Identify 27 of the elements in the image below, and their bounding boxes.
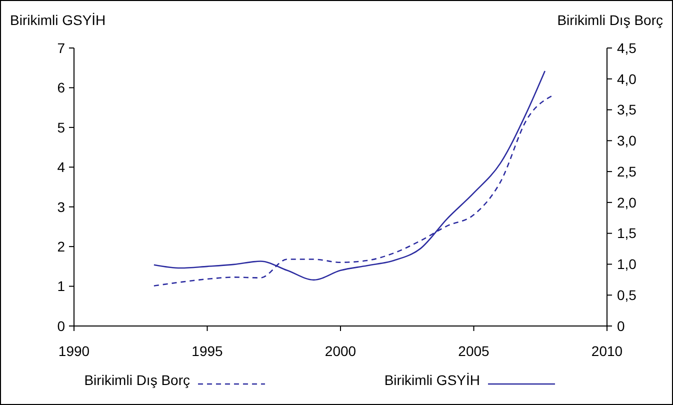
y2-tick-label: 2,5 bbox=[617, 163, 637, 180]
y2-axis-title: Birikimli Dış Borç bbox=[557, 12, 663, 28]
x-tick-label: 1990 bbox=[58, 343, 90, 359]
y-tick-label: 4 bbox=[57, 159, 66, 176]
y-tick-label: 2 bbox=[57, 238, 66, 254]
y2-tick-label: 4,5 bbox=[617, 40, 637, 56]
y-tick-label: 3 bbox=[57, 198, 66, 215]
x-tick-label: 2005 bbox=[458, 343, 490, 359]
y2-tick-label: 4,0 bbox=[617, 70, 637, 87]
y2-tick-label: 0,5 bbox=[617, 287, 637, 304]
y2-tick-label: 1,0 bbox=[617, 256, 637, 272]
legend-label: Birikimli GSYİH bbox=[384, 372, 480, 388]
legend-label: Birikimli Dış Borç bbox=[84, 372, 190, 388]
y-tick-label: 7 bbox=[57, 40, 66, 56]
x-tick-label: 1995 bbox=[192, 343, 224, 359]
y2-tick-label: 1,5 bbox=[617, 225, 637, 242]
y2-tick-label: 0 bbox=[617, 318, 625, 334]
y-tick-label: 5 bbox=[57, 119, 66, 136]
y2-tick-label: 3,5 bbox=[617, 102, 637, 118]
y-tick-label: 6 bbox=[57, 80, 66, 96]
y2-tick-label: 3,0 bbox=[617, 132, 637, 149]
y-axis-title: Birikimli GSYİH bbox=[10, 12, 106, 28]
x-tick-label: 2010 bbox=[591, 343, 623, 359]
x-tick-label: 2000 bbox=[324, 343, 356, 359]
y-tick-label: 0 bbox=[57, 318, 66, 334]
y2-tick-label: 2,0 bbox=[617, 194, 637, 210]
y-tick-label: 1 bbox=[57, 278, 66, 294]
